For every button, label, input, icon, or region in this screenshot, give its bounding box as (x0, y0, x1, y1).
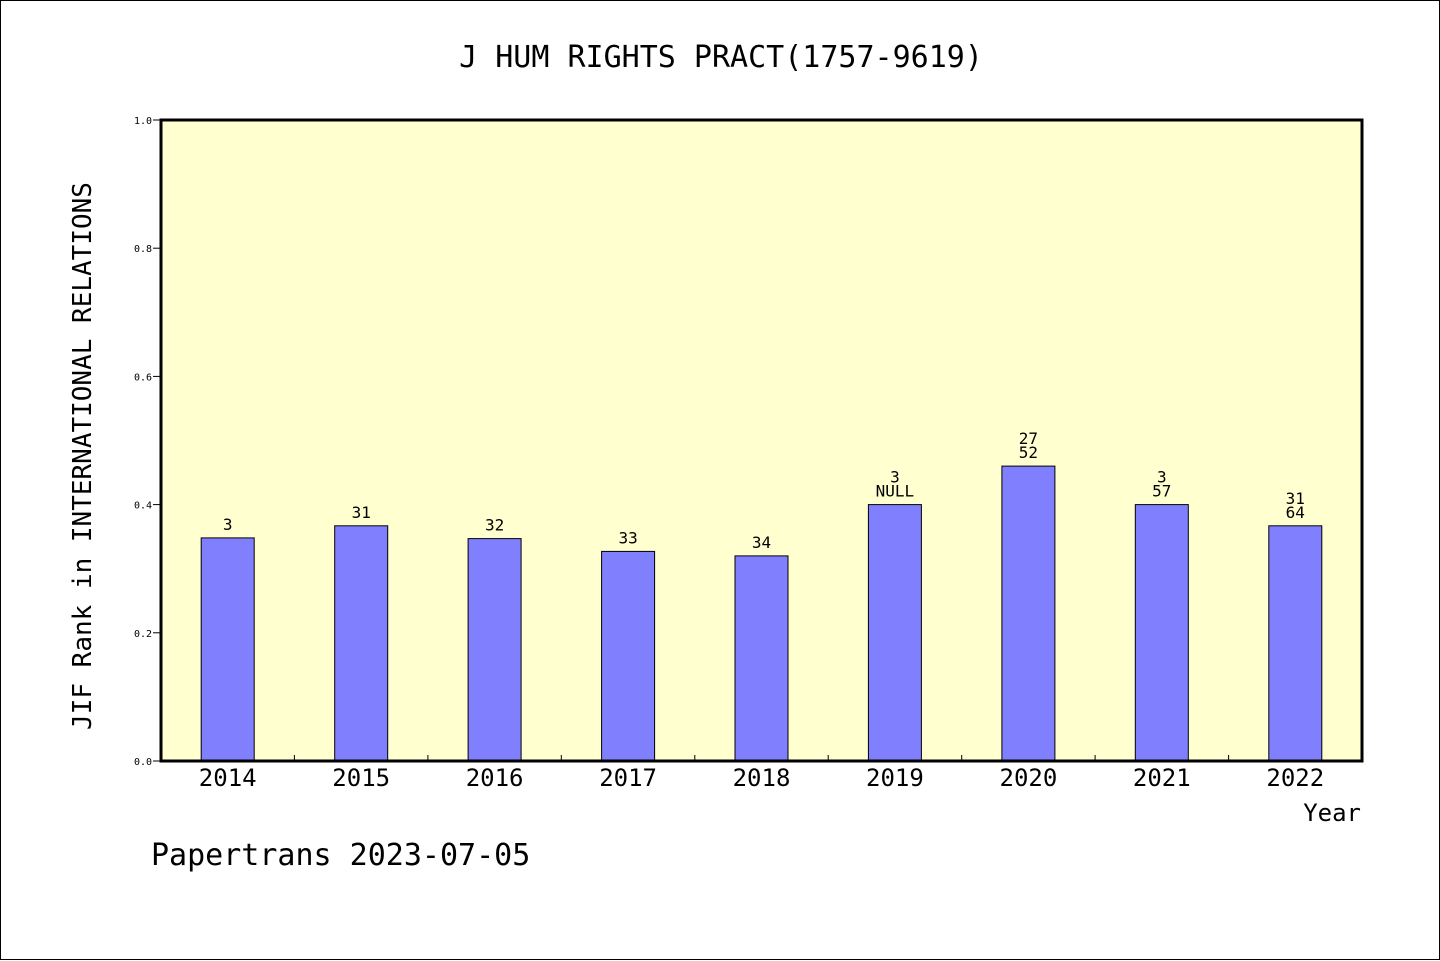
y-tick-label-1.0: 1.0 (134, 116, 152, 127)
bar-2019 (867, 504, 922, 762)
x-tick-label-2021: 2021 (1133, 764, 1191, 792)
bar-2018 (734, 555, 789, 762)
y-axis-ticks: 0.0 0.2 0.4 0.6 0.8 1.0 (134, 116, 161, 768)
x-tick-label-2020: 2020 (1000, 764, 1058, 792)
bar-label-2021-1: 57 (1152, 482, 1171, 501)
bar-2015 (334, 525, 389, 762)
x-tick-label-2014: 2014 (199, 764, 257, 792)
chart-title: J HUM RIGHTS PRACT(1757-9619) (459, 40, 983, 75)
x-tick-label-2015: 2015 (332, 764, 390, 792)
y-axis-label: JIF Rank in INTERNATIONAL RELATIONS (68, 182, 98, 730)
x-axis-ticks: 2014 2015 2016 2017 2018 2019 2020 2021 2022 (199, 755, 1324, 792)
y-tick-label-0.6: 0.6 (134, 372, 152, 383)
x-tick-label-2017: 2017 (599, 764, 657, 792)
x-axis-label: Year (1303, 799, 1361, 827)
bar-label-2016-0: 32 (485, 516, 504, 535)
bar-2021 (1134, 504, 1189, 762)
footer-text: Papertrans 2023-07-05 (151, 838, 530, 873)
bar-label-2014-0: 3 (223, 515, 233, 534)
x-tick-label-2016: 2016 (466, 764, 524, 792)
x-tick-label-2019: 2019 (866, 764, 924, 792)
y-tick-label-0.0: 0.0 (134, 757, 152, 768)
bar-2022 (1268, 525, 1323, 762)
bar-label-2017-0: 33 (618, 528, 637, 547)
x-tick-label-2018: 2018 (733, 764, 791, 792)
bar-label-2022-1: 64 (1286, 503, 1305, 522)
bar-label-2020-1: 52 (1019, 443, 1038, 462)
bar-label-2022-0: 31 (1286, 489, 1305, 508)
y-tick-label-0.2: 0.2 (134, 629, 152, 640)
bar-2016 (467, 538, 522, 762)
bar-2020 (1001, 465, 1056, 762)
bar-2017 (601, 550, 656, 762)
bar-label-2020-0: 27 (1019, 429, 1038, 448)
plot-border (159, 118, 1364, 763)
bar-label-2015-0: 31 (352, 503, 371, 522)
x-tick-label-2022: 2022 (1266, 764, 1324, 792)
y-tick-label-0.8: 0.8 (134, 244, 152, 255)
bar-label-2019-0: 3 (890, 468, 900, 487)
bar-label-2018-0: 34 (752, 533, 771, 552)
y-tick-label-0.4: 0.4 (134, 501, 152, 512)
bar-label-2019-1: NULL (876, 482, 915, 501)
bar-label-2021-0: 3 (1157, 468, 1167, 487)
bar-2014 (200, 537, 255, 762)
bars-group (200, 465, 1323, 762)
